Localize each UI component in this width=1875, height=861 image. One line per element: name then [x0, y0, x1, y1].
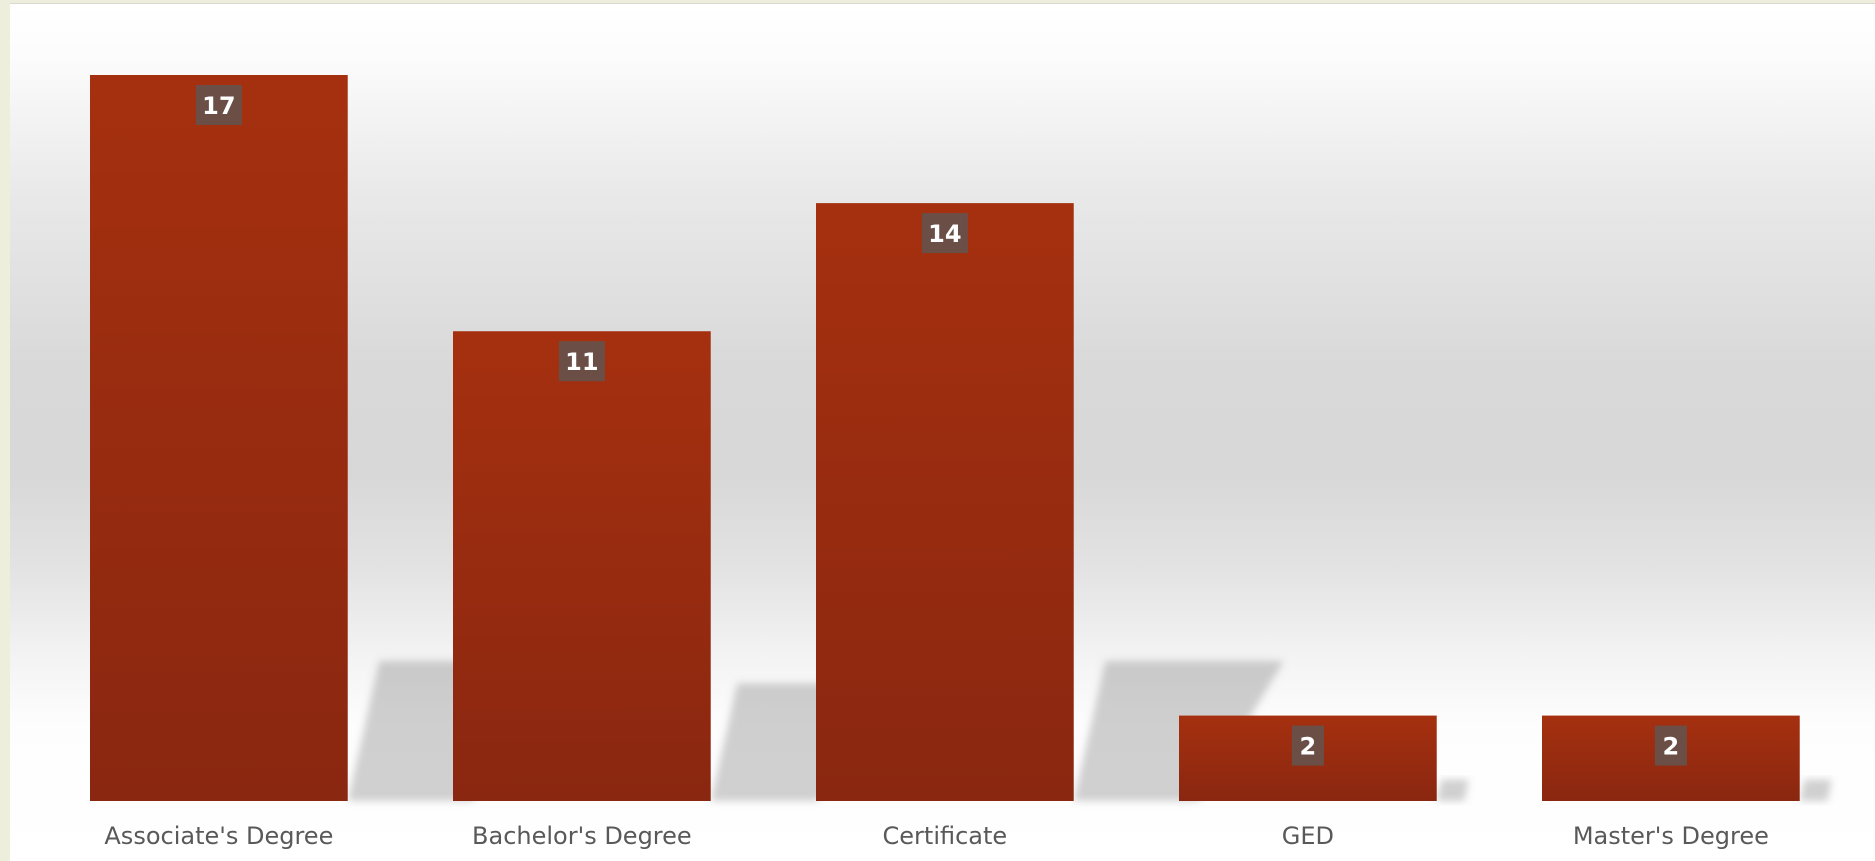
data-label: 2 [1663, 733, 1680, 761]
category-label: GED [1282, 822, 1334, 850]
data-label-box [921, 213, 968, 254]
bar-chart: 17 11 14 2 2 Associate's Degree Bachelor's De… [90, 75, 1832, 850]
bar-shadow [1073, 661, 1284, 801]
chart-area: 17 11 14 2 2 Associate's Degree Bachelor's De… [10, 3, 1875, 861]
category-label: Associate's Degree [104, 822, 333, 850]
bar-shadow [1799, 779, 1832, 801]
category-label: Certificate [883, 822, 1008, 850]
data-labels: 17 11 14 2 2 [195, 85, 1687, 766]
category-label: Bachelor's Degree [472, 822, 692, 850]
category-label: Master's Degree [1573, 822, 1769, 850]
bars [90, 75, 1800, 801]
bar [816, 203, 1074, 801]
data-label-box [558, 341, 605, 382]
data-label: 2 [1300, 733, 1317, 761]
data-label-box [1291, 725, 1324, 766]
category-axis: Associate's Degree Bachelor's Degree Certi… [104, 822, 1768, 850]
data-label-box [1654, 725, 1687, 766]
data-label: 11 [565, 348, 598, 376]
bar-shadow [1436, 779, 1469, 801]
data-label: 17 [202, 92, 235, 120]
bar [90, 75, 348, 801]
data-label-box [195, 85, 242, 125]
data-label: 14 [928, 220, 961, 248]
bar [453, 331, 711, 801]
